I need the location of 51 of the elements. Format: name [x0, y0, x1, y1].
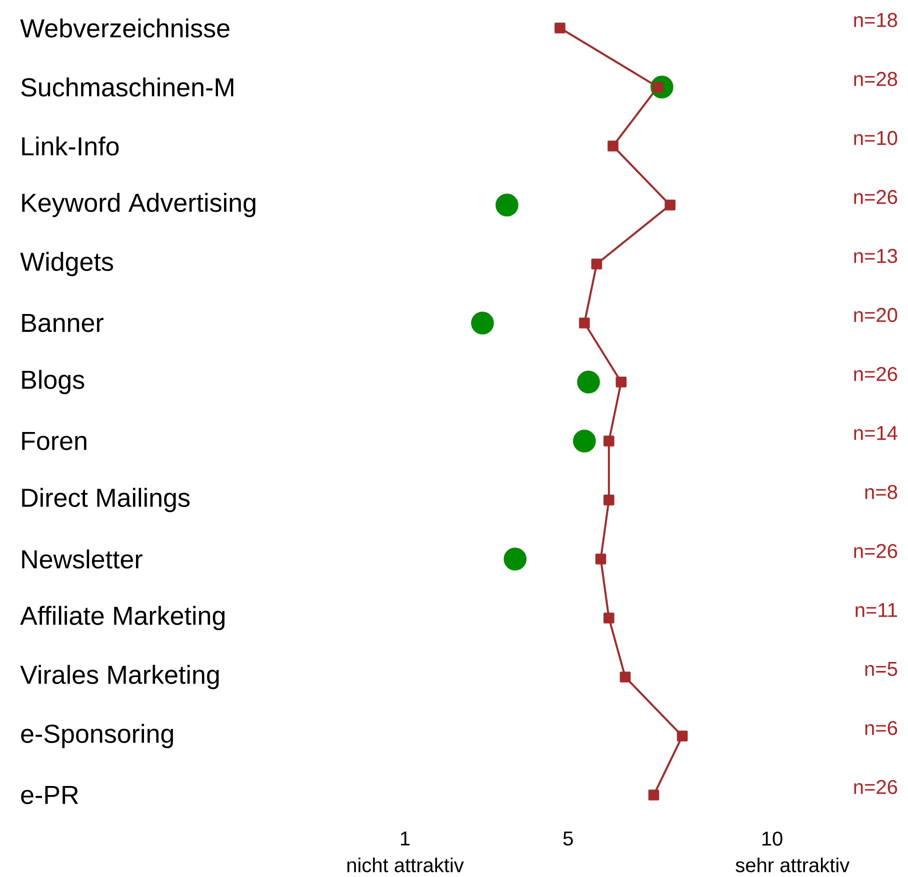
point [603, 436, 614, 446]
y-tick-label: Newsletter [22, 549, 142, 569]
point [676, 730, 688, 742]
text: n=28 [854, 72, 898, 86]
y-tick-label: Widgets [20, 252, 114, 276]
y-tick-label: Blogs [22, 370, 84, 394]
point [496, 194, 518, 216]
text: n=14 [854, 426, 898, 440]
text: n=26 [854, 544, 898, 558]
point [608, 140, 618, 152]
y-tick-label: Banner [22, 314, 104, 332]
y-tick-label: Foren [22, 432, 86, 450]
point [577, 370, 600, 394]
point [504, 548, 526, 570]
text: n=26 [854, 190, 898, 204]
x-tick-label: 10 [762, 832, 782, 846]
point [595, 554, 606, 564]
point [616, 376, 627, 388]
text: n=8 [865, 484, 898, 500]
text: n=11 [856, 603, 897, 617]
point [579, 318, 590, 328]
y-tick-label: Virales Marketing [20, 664, 219, 690]
y-tick-label: Keyword Advertising [22, 192, 256, 218]
point [620, 672, 631, 682]
y-tick-label: Link-Info [22, 136, 119, 156]
text: n=10 [854, 130, 898, 146]
point [471, 312, 494, 334]
text: sehr attraktiv [736, 858, 850, 872]
text: n=20 [854, 308, 898, 322]
y-tick-label: Affiliate Marketing [20, 606, 225, 630]
text: n=18 [854, 12, 898, 28]
point [648, 790, 660, 800]
y-tick-label: Suchmaschinen-M [21, 77, 234, 97]
x-tick-label: 1 [400, 832, 410, 846]
y-tick-label: Direct Mailings [22, 488, 190, 512]
text: nicht attraktiv [347, 858, 464, 872]
y-tick-label: e-PR [21, 786, 78, 804]
point [554, 22, 566, 34]
text: n=13 [854, 248, 898, 264]
text: n=5 [865, 662, 898, 676]
y-tick-label: e-Sponsoring [21, 724, 174, 748]
text: n=26 [854, 780, 898, 794]
point [591, 258, 602, 270]
text: n=6 [865, 720, 898, 736]
point [603, 612, 614, 624]
point [573, 430, 596, 452]
point [603, 494, 614, 506]
point [664, 200, 676, 210]
y-tick-label: Webverzeichnisse [20, 18, 230, 38]
x-tick-label: 5 [563, 832, 573, 846]
text: n=26 [854, 366, 898, 382]
